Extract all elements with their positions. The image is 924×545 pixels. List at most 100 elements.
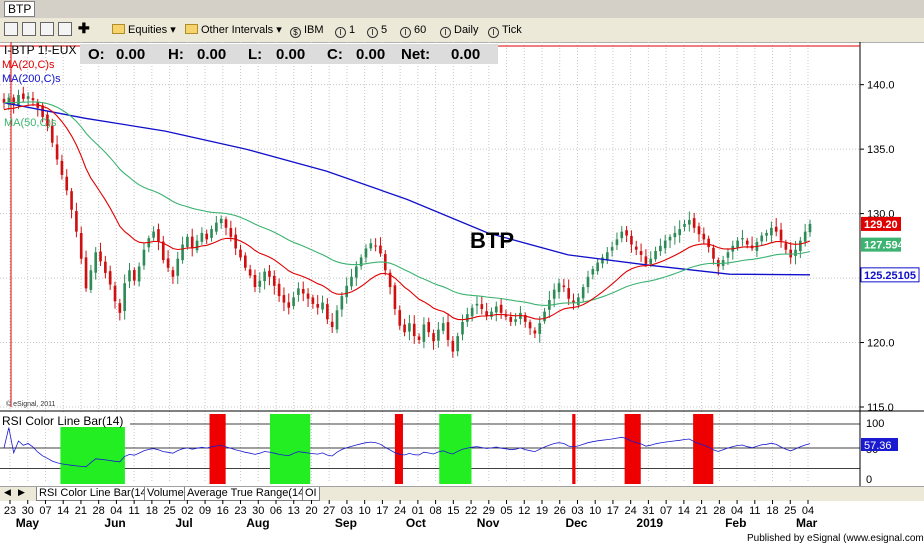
- crosshair-icon[interactable]: ✚: [78, 20, 90, 36]
- rsi-overbought-zone: [394, 414, 403, 484]
- candle-body: [523, 314, 527, 322]
- candle-body: [268, 270, 271, 277]
- candle-body: [601, 257, 604, 264]
- candle-body: [659, 245, 662, 252]
- candle-body: [316, 304, 320, 308]
- candle-body: [552, 289, 556, 299]
- quote-close: 0.00: [356, 46, 385, 63]
- symbol-icon: $: [290, 27, 301, 38]
- candle-body: [398, 310, 402, 326]
- candle-body: [639, 251, 643, 255]
- rsi-tick-100: 100: [866, 418, 884, 430]
- candle-body: [412, 323, 416, 337]
- candle-body: [741, 238, 744, 240]
- chart-grid: [0, 42, 860, 482]
- x-tick-label: 16: [217, 505, 229, 517]
- quote-low: 0.00: [276, 46, 305, 63]
- x-tick-label: 11: [749, 505, 760, 517]
- candle-body: [417, 336, 421, 340]
- candle-body: [485, 311, 488, 316]
- candle-body: [615, 239, 619, 246]
- symbol-button[interactable]: $ IBM: [290, 22, 324, 38]
- bottom-tab-bar: ◀ ▶ RSI Color Line Bar(14) Volume Averag…: [0, 486, 924, 501]
- month-label: Feb: [725, 516, 746, 530]
- rsi-tick-0: 0: [866, 474, 872, 486]
- x-tick-label: 28: [713, 505, 725, 517]
- rsi-overbought-zone: [209, 414, 226, 484]
- rsi-oversold-zone: [439, 414, 472, 484]
- candle-body: [557, 283, 561, 293]
- rsi-overbought-zone: [693, 414, 714, 484]
- candle-body: [234, 234, 237, 249]
- x-tick-label: 04: [802, 505, 814, 517]
- x-tick-label: 03: [571, 505, 583, 517]
- tick-button[interactable]: I Tick: [488, 22, 522, 38]
- scroll-right-icon[interactable]: ▶: [18, 487, 25, 497]
- candle-body: [586, 276, 590, 288]
- price-tag-bg: [861, 237, 901, 252]
- x-tick-label: 06: [270, 505, 282, 517]
- tab-volume[interactable]: Volume: [144, 487, 187, 501]
- scroll-left-icon[interactable]: ◀: [4, 487, 11, 497]
- interval-60-button[interactable]: I 60: [400, 22, 426, 38]
- chart-icon[interactable]: [4, 22, 18, 36]
- candle-body: [408, 323, 411, 332]
- candle-body: [663, 240, 667, 249]
- x-tick-label: 11: [128, 505, 139, 517]
- quote-open-label: O:: [88, 46, 105, 63]
- candle-body: [625, 230, 628, 236]
- candle-body: [108, 271, 112, 285]
- candle-body: [446, 322, 450, 340]
- candle-body: [427, 322, 431, 333]
- candle-body: [514, 319, 517, 322]
- x-tick-label: 05: [500, 505, 512, 517]
- page-icon[interactable]: [22, 22, 36, 36]
- candle-body: [335, 310, 339, 330]
- candle-body: [190, 236, 194, 249]
- tab-oi[interactable]: OI: [302, 487, 320, 501]
- candle-body: [355, 266, 358, 278]
- month-label: Dec: [565, 516, 587, 530]
- other-intervals-dropdown[interactable]: Other Intervals ▾: [185, 22, 282, 38]
- candle-body: [243, 255, 247, 268]
- rsi-oversold-zone: [269, 414, 311, 484]
- candle-body: [282, 295, 286, 303]
- month-label: Aug: [246, 516, 269, 530]
- tab-rsi[interactable]: RSI Color Line Bar(14): [36, 487, 154, 501]
- x-tick-label: 07: [39, 505, 51, 517]
- pages-icon[interactable]: [40, 22, 54, 36]
- ma50-line: [3, 101, 811, 306]
- x-tick-label: 25: [784, 505, 796, 517]
- daily-button[interactable]: I Daily: [440, 22, 478, 38]
- time-axis: 23 30 07 14 21 28 04 11 18 25 02 09 16 23 30 06 13 20 27 03…: [4, 500, 924, 544]
- equities-dropdown[interactable]: Equities ▾: [112, 22, 176, 38]
- candle-body: [166, 258, 170, 268]
- month-label: Jun: [104, 516, 125, 530]
- candle-body: [219, 218, 223, 224]
- ma200-legend: MA(200,C)s: [2, 73, 61, 85]
- candle-body: [605, 252, 609, 260]
- candle-body: [673, 232, 677, 238]
- price-tick-label: 140.0: [867, 80, 895, 92]
- candle-body: [301, 288, 305, 294]
- x-ticks: 23 30 07 14 21 28 04 11 18 25 02 09 16 23 30 06 13 20 27 03…: [4, 500, 814, 517]
- quote-high-label: H:: [168, 46, 184, 63]
- candle-body: [688, 220, 691, 225]
- x-tick-label: 12: [518, 505, 530, 517]
- candle-body: [215, 222, 218, 232]
- candle-body: [784, 243, 788, 250]
- price-tags: 129.20 127.594 125.25105: [860, 216, 920, 283]
- copyright-text: © eSignal, 2011: [6, 400, 56, 408]
- x-tick-label: 30: [252, 505, 264, 517]
- copy-icon[interactable]: [58, 22, 72, 36]
- candle-body: [562, 285, 566, 288]
- candle-body: [470, 307, 474, 317]
- candle-body: [272, 275, 276, 286]
- candle-body: [142, 249, 146, 266]
- price-tag-label: 127.594: [864, 240, 905, 252]
- candle-body: [760, 235, 764, 242]
- tab-atr[interactable]: Average True Range(14): [184, 487, 311, 501]
